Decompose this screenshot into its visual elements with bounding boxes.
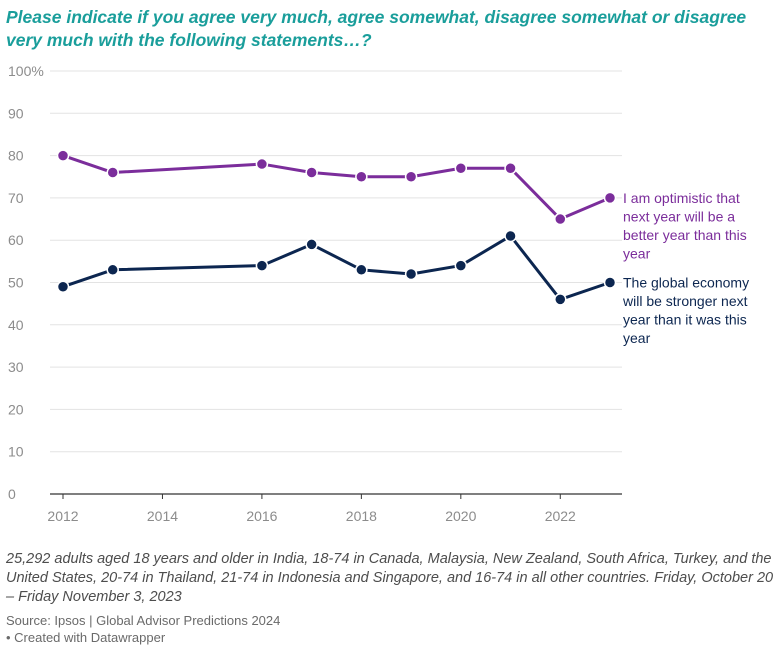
x-tick-label: 2016 [246, 508, 277, 524]
x-tick-label: 2018 [346, 508, 377, 524]
series-line-1 [62, 154, 611, 221]
x-tick-label: 2020 [445, 508, 476, 524]
data-point [404, 267, 418, 281]
data-point [355, 263, 368, 277]
data-point [305, 166, 318, 179]
data-point [404, 170, 418, 183]
y-tick-label: 50 [8, 275, 24, 291]
data-point [454, 162, 468, 175]
y-tick-label: 10 [8, 444, 24, 460]
data-point [255, 259, 269, 272]
x-tick-label: 2012 [47, 508, 78, 524]
data-point [603, 191, 617, 205]
data-point [554, 212, 567, 226]
data-point [504, 162, 517, 175]
data-point [454, 259, 468, 272]
data-point [56, 280, 70, 293]
series-lines [56, 149, 617, 306]
y-tick-label: 0 [8, 486, 16, 502]
x-tick-label: 2022 [545, 508, 576, 524]
y-tick-label: 40 [8, 317, 24, 333]
data-point [106, 263, 119, 277]
line-chart: 0 10 20 30 40 50 60 70 80 90 100% 2012 2014 2016 2018… [8, 63, 749, 524]
data-point [305, 238, 318, 251]
y-tick-label: 20 [8, 401, 24, 417]
data-point [504, 229, 517, 243]
y-tick-label: 90 [8, 105, 24, 121]
data-point [603, 276, 617, 289]
y-tick-label: 60 [8, 232, 24, 248]
chart-note: 25,292 adults aged 18 years and older in… [6, 551, 774, 605]
y-tick-label: 100% [8, 63, 44, 79]
x-axis [50, 493, 622, 499]
data-point [255, 157, 269, 171]
data-point [554, 293, 567, 306]
chart-title: Please indicate if you agree very much, … [6, 7, 747, 50]
gridlines [50, 70, 622, 453]
source-text: Source: Ipsos | Global Advisor Predictio… [6, 613, 281, 628]
y-tick-label: 80 [8, 148, 24, 164]
data-point [56, 149, 70, 162]
series-label-2: The global economy will be stronger next y… [622, 275, 749, 347]
data-point [106, 166, 119, 179]
x-tick-label: 2014 [147, 508, 178, 524]
y-tick-label: 30 [8, 359, 24, 375]
y-tick-label: 70 [8, 190, 24, 206]
series-line-2 [62, 234, 611, 301]
data-point [355, 170, 368, 183]
x-axis-tick-labels: 2012 2014 2016 2018 2020 2022 [47, 508, 576, 524]
y-axis-tick-labels: 0 10 20 30 40 50 60 70 80 90 100% [8, 63, 44, 502]
datawrapper-credit[interactable]: • Created with Datawrapper [6, 630, 166, 645]
